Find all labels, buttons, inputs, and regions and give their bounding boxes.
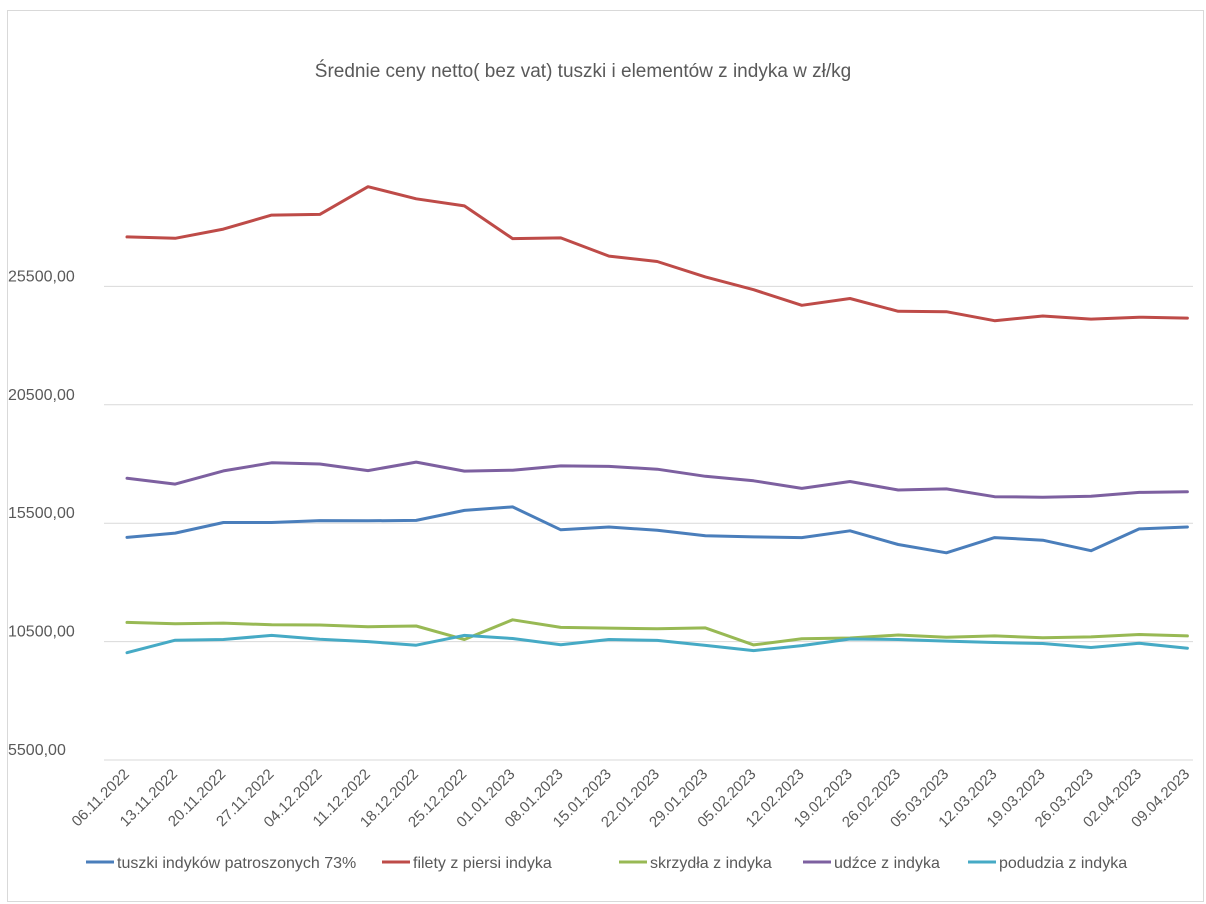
y-tick-label: 10500,00 (8, 624, 75, 641)
legend-label: tuszki indyków patroszonych 73% (117, 855, 356, 872)
legend-label: skrzydła z indyka (650, 855, 772, 872)
legend-item: filety z piersi indyka (382, 855, 552, 872)
legend: tuszki indyków patroszonych 73% filety z … (86, 855, 1127, 872)
y-tick-label: 25500,00 (8, 268, 75, 285)
x-axis-ticks: 06.11.202213.11.202220.11.202227.11.2022… (69, 766, 1194, 831)
chart-area (7, 10, 1204, 902)
y-tick-label: 5500,00 (8, 742, 66, 759)
series-line-4 (125, 633, 1189, 655)
legend-item: tuszki indyków patroszonych 73% (86, 855, 356, 872)
chart-title: Średnie ceny netto( bez vat) tuszki i el… (315, 60, 851, 82)
legend-item: skrzydła z indyka (619, 855, 772, 872)
legend-label: udźce z indyka (834, 855, 940, 872)
legend-label: podudzia z indyka (999, 855, 1127, 872)
y-axis-ticks: 5500,00 10500,00 15500,00 20500,00 25500,00 (8, 268, 75, 759)
series-line-1 (125, 185, 1189, 323)
y-tick-label: 15500,00 (8, 505, 75, 522)
legend-item: podudzia z indyka (968, 855, 1127, 872)
series-line-0 (125, 505, 1189, 555)
series-line-3 (125, 460, 1189, 499)
legend-label: filety z piersi indyka (413, 855, 552, 872)
series-line-2 (125, 618, 1189, 647)
legend-item: udźce z indyka (803, 855, 940, 872)
series-lines (125, 185, 1189, 655)
y-tick-label: 20500,00 (8, 387, 75, 404)
